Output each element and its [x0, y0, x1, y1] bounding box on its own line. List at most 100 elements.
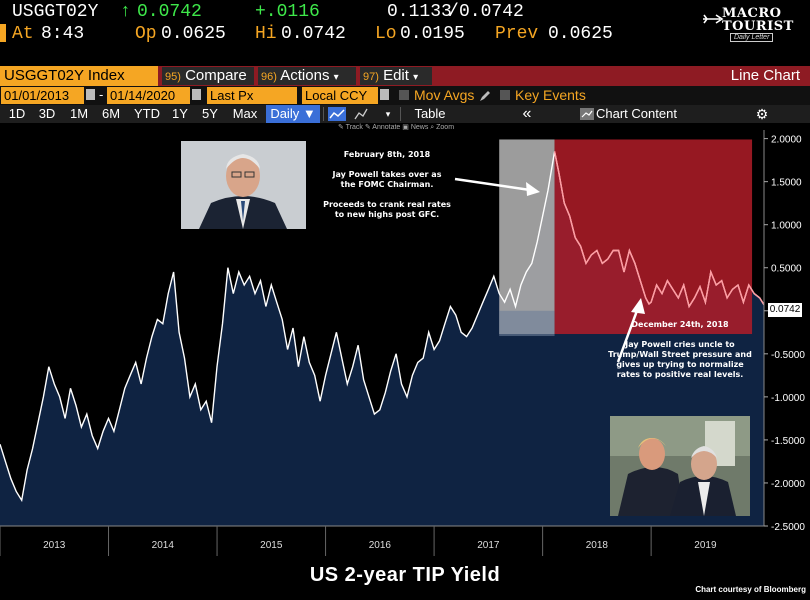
- price-field-select[interactable]: Last Px: [207, 87, 297, 104]
- highlight-grey: [499, 139, 555, 335]
- range-1y[interactable]: 1Y: [172, 106, 188, 121]
- arrow-top-shaft: [454, 177, 531, 192]
- date-separator: -: [99, 87, 104, 102]
- powell-portrait-photo: [181, 141, 306, 229]
- last-price: 0.0742: [137, 2, 202, 22]
- actions-num: 96): [261, 71, 277, 83]
- compare-num: 95): [165, 71, 181, 83]
- currency-select[interactable]: Local CCY: [302, 87, 378, 104]
- range-1m[interactable]: 1M: [69, 106, 89, 121]
- arrow-bottom-shaft: [616, 307, 640, 363]
- chart-toolbar: 1D 3D 1M 6M YTD 1Y 5Y Max Daily ▼ ▾ Tabl…: [0, 105, 810, 123]
- collapse-icon[interactable]: «: [522, 105, 532, 122]
- frequency-select[interactable]: Daily ▼: [266, 105, 320, 123]
- x-tick-label: 2017: [477, 540, 500, 551]
- line-chart-icon[interactable]: [328, 107, 346, 121]
- x-axis: 2013 2014 2015 2016 2017 2018 2019: [0, 525, 764, 556]
- start-calendar-icon[interactable]: [86, 89, 95, 100]
- range-1d[interactable]: 1D: [8, 106, 26, 121]
- mov-avgs-label: Mov Avgs: [414, 87, 475, 103]
- end-calendar-icon[interactable]: [192, 89, 201, 100]
- trump-powell-image: [610, 416, 750, 516]
- key-events-checkbox[interactable]: [500, 90, 510, 100]
- at-label: At: [12, 24, 34, 44]
- y-tick-label: 1.5000: [771, 178, 802, 189]
- y-tick-label: 1.0000: [771, 221, 802, 232]
- up-arrow-icon: ↑: [120, 2, 131, 22]
- toolbar-divider: [323, 107, 324, 121]
- high-value: 0.0742: [281, 24, 346, 44]
- open-value: 0.0625: [161, 24, 226, 44]
- ask-price: 0.0742: [459, 2, 524, 22]
- currency-dropdown-icon[interactable]: [380, 89, 389, 100]
- x-tick-label: 2018: [586, 540, 609, 551]
- edit-dropdown-icon: ▾: [413, 72, 419, 83]
- chart-style-dropdown-icon[interactable]: ▾: [385, 109, 391, 119]
- chart-type-title: Line Chart: [730, 67, 800, 84]
- chart-content-icon: [580, 108, 594, 120]
- prev-value: 0.0625: [548, 24, 613, 44]
- edit-button[interactable]: 97) Edit ▾: [360, 67, 432, 85]
- range-3d[interactable]: 3D: [38, 106, 56, 121]
- ticker-marker: [0, 24, 6, 42]
- chart-content-button[interactable]: Chart Content: [596, 106, 677, 121]
- ticker-symbol[interactable]: USGGT02Y: [12, 2, 99, 22]
- series-area: [0, 139, 765, 526]
- bid-price: 0.1133: [387, 2, 452, 22]
- range-ytd[interactable]: YTD: [134, 106, 160, 121]
- series-line-red: [553, 151, 765, 309]
- highlight-red: [554, 139, 753, 335]
- start-date-input[interactable]: 01/01/2013: [1, 87, 84, 104]
- highlight-grey-lower: [499, 310, 555, 337]
- quote-header: USGGT02Y ↑ 0.0742 +.0116 0.1133 / 0.0742…: [0, 0, 810, 46]
- range-6m[interactable]: 6M: [101, 106, 121, 121]
- y-tick-label: 0.5000: [771, 264, 802, 275]
- compare-button[interactable]: 95) Compare: [162, 67, 254, 85]
- yield-chart: 2.00001.50001.00000.50000.0000-0.5000-1.…: [0, 130, 805, 556]
- chart-style-icon[interactable]: [354, 107, 368, 121]
- arrow-top-head: [526, 182, 540, 196]
- security-index-field[interactable]: USGGT02Y Index: [0, 66, 158, 86]
- end-date-input[interactable]: 01/14/2020: [107, 87, 190, 104]
- table-button[interactable]: Table: [414, 106, 446, 121]
- annotation-december-pivot: December 24th, 2018 Jay Powell cries unc…: [608, 320, 752, 379]
- x-tick-label: 2013: [43, 540, 66, 551]
- prev-label: Prev: [495, 24, 539, 44]
- y-tick-label: -2.5000: [771, 522, 805, 533]
- macro-tourist-logo: MACRO TOURIST Daily Letter: [700, 4, 806, 44]
- date-range-bar: 01/01/2013 - 01/14/2020 Last Px Local CC…: [0, 86, 810, 105]
- low-value: 0.0195: [400, 24, 465, 44]
- last-value-label: 0.0742: [768, 303, 802, 317]
- gear-icon[interactable]: ⚙: [755, 106, 769, 122]
- y-tick-label: -1.5000: [771, 436, 805, 447]
- range-5y[interactable]: 5Y: [202, 106, 218, 121]
- x-tick-label: 2014: [152, 540, 175, 551]
- chart-caption: US 2-year TIP Yield: [309, 564, 501, 586]
- logo-wordmark: MACRO TOURIST: [722, 7, 794, 33]
- drawing-subtools[interactable]: ✎ Track ✎ Annotate ▣ News ⌕ Zoom: [338, 124, 455, 131]
- y-tick-label: -0.5000: [771, 350, 805, 361]
- arrow-bottom-head: [631, 298, 645, 314]
- chart-credit: Chart courtesy of Bloomberg: [695, 585, 806, 594]
- range-max[interactable]: Max: [232, 106, 258, 121]
- actions-label: Actions: [280, 67, 330, 84]
- logo-tagline: Daily Letter: [730, 33, 774, 42]
- x-tick-label: 2019: [694, 540, 717, 551]
- bid-ask-separator: /: [448, 2, 459, 22]
- open-label: Op: [135, 24, 157, 44]
- x-tick-label: 2016: [369, 540, 392, 551]
- pencil-icon[interactable]: [479, 90, 491, 102]
- arrow-logo-icon: [703, 14, 724, 24]
- compare-label: Compare: [185, 67, 247, 84]
- x-tick-label: 2015: [260, 540, 283, 551]
- y-tick-label: -2.0000: [771, 479, 805, 490]
- mov-avgs-checkbox[interactable]: [399, 90, 409, 100]
- actions-dropdown-icon: ▾: [333, 72, 339, 83]
- annotation-arrows: [454, 177, 645, 363]
- edit-num: 97): [363, 71, 379, 83]
- net-change: +.0116: [255, 2, 320, 22]
- actions-button[interactable]: 96) Actions ▾: [258, 67, 356, 85]
- annotation-chairman-start: February 8th, 2018 Jay Powell takes over…: [323, 150, 451, 219]
- trump-powell-photo: [610, 416, 750, 516]
- logo-line2: TOURIST: [722, 19, 794, 34]
